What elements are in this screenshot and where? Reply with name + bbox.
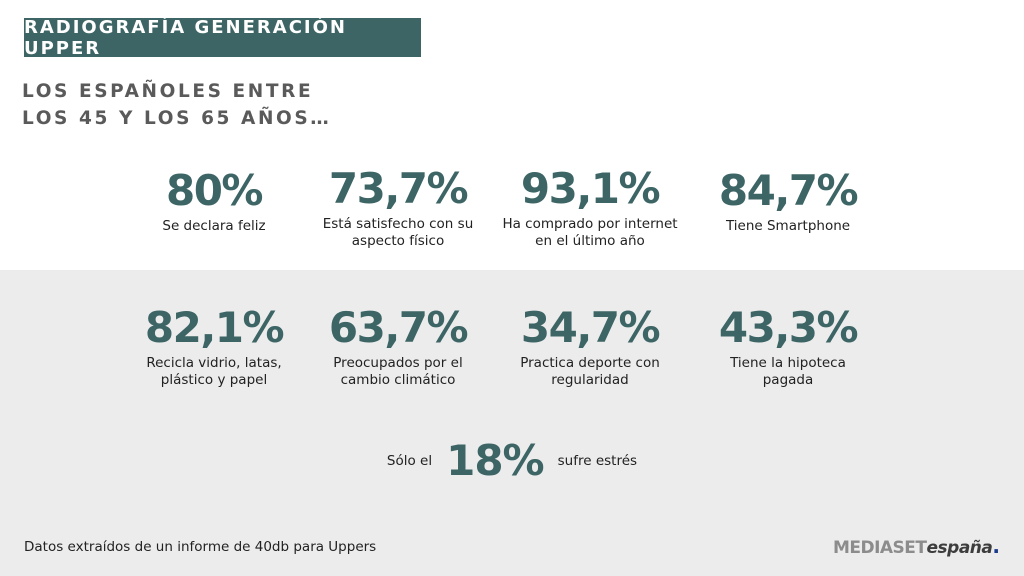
stat-label: Tiene la hipoteca pagada [730, 355, 846, 388]
stat-label: Recicla vidrio, latas, plástico y papel [146, 355, 282, 388]
stat-value: 82,1% [144, 303, 285, 352]
subtitle: LOS ESPAÑOLES ENTRE LOS 45 Y LOS 65 AÑOS… [22, 78, 331, 132]
stat-value: 93,1% [520, 164, 661, 213]
page-title: RADIOGRAFÍA GENERACIÓN UPPER [24, 16, 347, 59]
stat-value: 80% [165, 166, 264, 215]
subtitle-line-2: LOS 45 Y LOS 65 AÑOS… [22, 108, 332, 129]
stat-label: Ha comprado por internet en el último añ… [502, 216, 678, 249]
stat-appearance: 73,7% Está satisfecho con su aspecto fís… [303, 166, 493, 250]
stress-suffix: sufre estrés [557, 452, 638, 469]
source-footnote: Datos extraídos de un informe de 40db pa… [24, 539, 377, 555]
stat-climate-change: 63,7% Preocupados por el cambio climátic… [303, 305, 493, 389]
stress-prefix: Sólo el [386, 452, 433, 469]
gray-background-band [0, 270, 1024, 576]
stress-stat: Sólo el 18% sufre estrés [0, 436, 1024, 485]
stat-online-shopping: 93,1% Ha comprado por internet en el últ… [495, 166, 685, 250]
stat-label: Practica deporte con regularidad [520, 355, 660, 388]
subtitle-line-1: LOS ESPAÑOLES ENTRE [22, 81, 314, 102]
stat-happy: 80% Se declara feliz [119, 168, 309, 235]
stat-label: Tiene Smartphone [725, 218, 851, 234]
stat-sport: 34,7% Practica deporte con regularidad [495, 305, 685, 389]
stat-smartphone: 84,7% Tiene Smartphone [693, 168, 883, 235]
mediaset-logo: MEDIASET españa . [833, 534, 1000, 558]
logo-text-espana: españa [926, 538, 993, 558]
stat-value: 43,3% [718, 303, 859, 352]
logo-dot: . [992, 534, 1000, 558]
stat-mortgage: 43,3% Tiene la hipoteca pagada [693, 305, 883, 389]
stat-value: 34,7% [520, 303, 661, 352]
stat-label: Se declara feliz [162, 218, 266, 234]
logo-text-mediaset: MEDIASET [832, 538, 927, 558]
stat-label: Preocupados por el cambio climático [333, 355, 463, 388]
stat-value: 73,7% [328, 164, 469, 213]
title-banner: RADIOGRAFÍA GENERACIÓN UPPER [24, 16, 421, 59]
stat-value: 63,7% [328, 303, 469, 352]
stat-label: Está satisfecho con su aspecto físico [322, 216, 474, 249]
stress-value: 18% [446, 436, 545, 485]
stat-recycling: 82,1% Recicla vidrio, latas, plástico y … [119, 305, 309, 389]
stat-value: 84,7% [718, 166, 859, 215]
